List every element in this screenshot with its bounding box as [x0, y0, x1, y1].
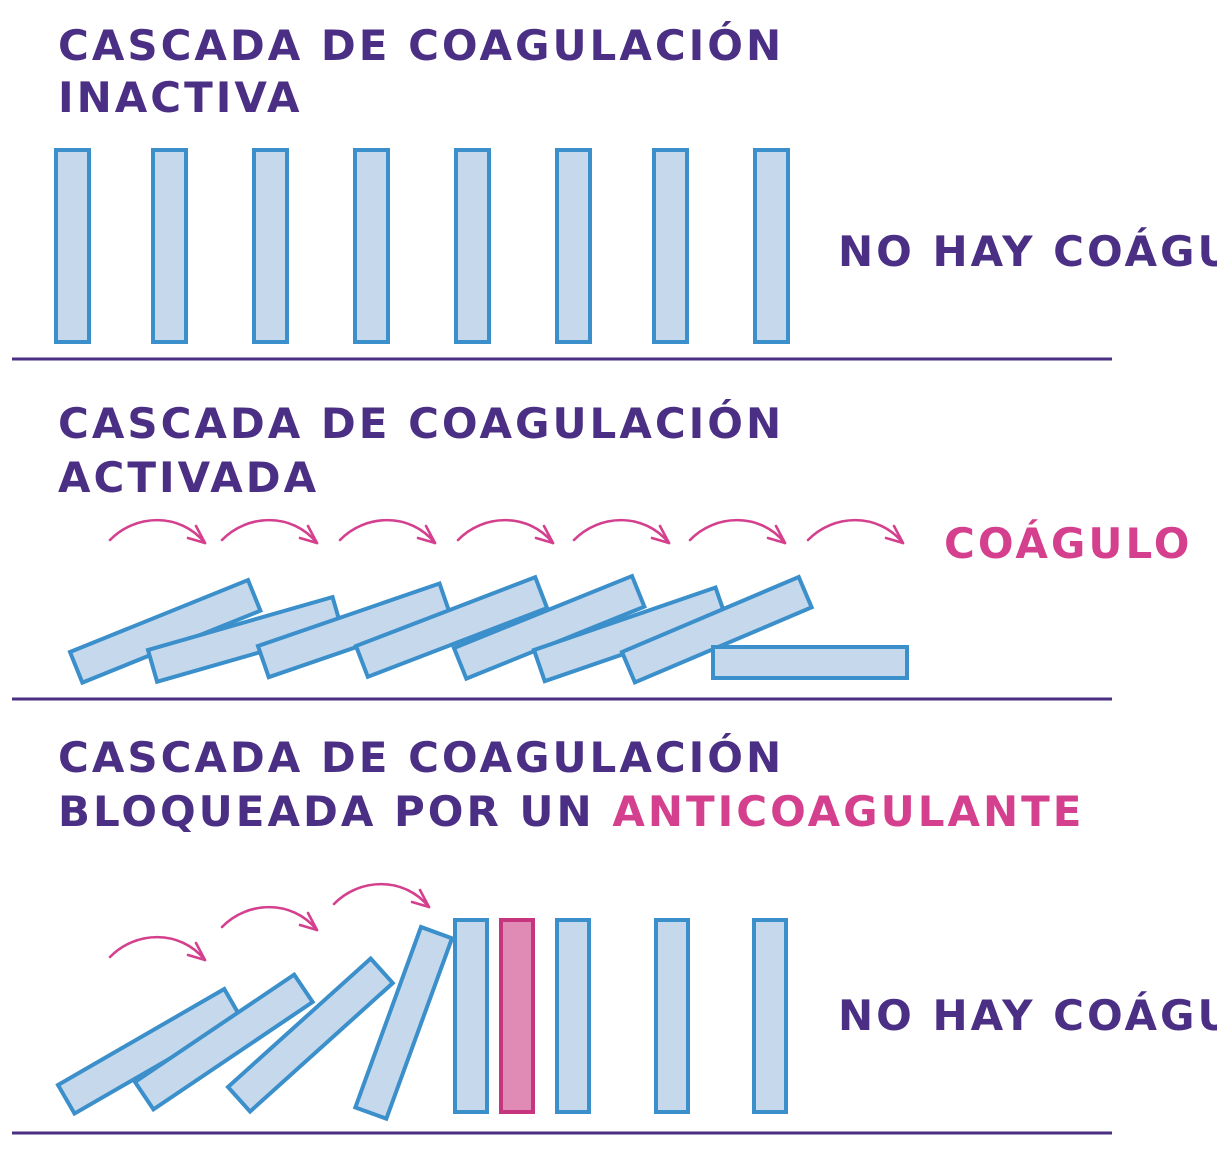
domino	[353, 148, 390, 344]
panel-blocked-title-line2: BLOQUEADA POR UN ANTICOAGULANTE	[58, 787, 1084, 836]
cascade-arrow-icon	[108, 935, 207, 962]
cascade-arrow-icon	[572, 518, 671, 545]
panel-blocked-result: NO HAY COÁGULO	[838, 990, 1217, 1040]
panel-activated-title-line1: CASCADA DE COAGULACIÓN	[58, 398, 784, 448]
cascade-arrow-icon	[456, 518, 555, 545]
domino-row-standing	[54, 148, 790, 344]
domino	[252, 148, 289, 344]
panel-inactive-result: NO HAY COÁGULO	[838, 226, 1217, 276]
panel-blocked: CASCADA DE COAGULACIÓN BLOQUEADA POR UN …	[12, 732, 1217, 1135]
cascade-arrow-icon	[108, 518, 207, 545]
cascade-arrow-icon	[220, 518, 319, 545]
panel-blocked-title-line2-text: BLOQUEADA POR UN	[58, 787, 612, 836]
cascade-arrow-icon	[688, 518, 787, 545]
domino	[145, 594, 345, 685]
panel-inactive: CASCADA DE COAGULACIÓN INACTIVA NO HAY C…	[12, 20, 1217, 361]
domino	[555, 148, 592, 344]
domino-row-fallen	[67, 573, 909, 686]
panel-activated-result: COÁGULO	[944, 518, 1192, 568]
cascade-arrow-icon	[806, 518, 905, 545]
anticoagulant-domino	[499, 918, 535, 1114]
domino	[555, 918, 591, 1114]
domino	[654, 918, 690, 1114]
domino	[619, 574, 815, 685]
anticoagulant-label: ANTICOAGULANTE	[612, 787, 1084, 836]
domino	[753, 148, 790, 344]
domino	[652, 148, 689, 344]
panel-blocked-title-line1: CASCADA DE COAGULACIÓN	[58, 732, 784, 782]
panel-activated-title-line2: ACTIVADA	[58, 453, 319, 502]
panel-inactive-title-line2: INACTIVA	[58, 73, 303, 122]
cascade-arrow-icon	[332, 882, 431, 909]
domino	[353, 574, 550, 680]
domino	[151, 148, 188, 344]
domino	[453, 918, 489, 1114]
panel-activated: CASCADA DE COAGULACIÓN ACTIVADA COÁGULO	[12, 398, 1192, 701]
cascade-arrows	[108, 518, 905, 545]
domino	[752, 918, 788, 1114]
domino	[54, 148, 91, 344]
domino-row-partial	[55, 918, 788, 1122]
domino	[711, 645, 909, 680]
domino	[352, 924, 455, 1122]
domino	[225, 955, 396, 1115]
domino	[132, 971, 316, 1113]
domino	[454, 148, 491, 344]
panel-inactive-title-line1: CASCADA DE COAGULACIÓN	[58, 20, 784, 70]
cascade-arrow-icon	[220, 905, 319, 932]
cascade-arrow-icon	[338, 518, 437, 545]
cascade-arrows-blocked	[108, 882, 431, 962]
